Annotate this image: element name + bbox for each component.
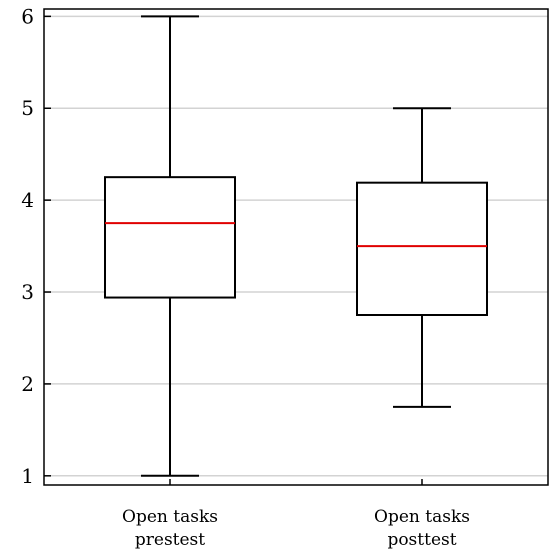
x-tick-label: Open tasks	[374, 507, 470, 527]
x-tick-label: prestest	[135, 530, 205, 550]
box-plot-boxes	[104, 15, 488, 477]
y-tick-label: 6	[21, 4, 34, 28]
x-tick-label: Open tasks	[122, 507, 218, 527]
y-tick-label: 3	[21, 280, 34, 304]
y-tick-label: 1	[21, 464, 34, 488]
box-iqr	[104, 176, 236, 299]
axes: 1 2 3 4 5 6 Open tasks prestest Open tasks postte…	[21, 4, 470, 550]
y-tick-label: 2	[21, 372, 34, 396]
y-tick-label: 4	[21, 188, 34, 212]
y-tick-label: 5	[21, 96, 34, 120]
x-tick-label: posttest	[387, 530, 456, 550]
plot-frame	[43, 8, 549, 486]
box-iqr	[356, 181, 488, 316]
